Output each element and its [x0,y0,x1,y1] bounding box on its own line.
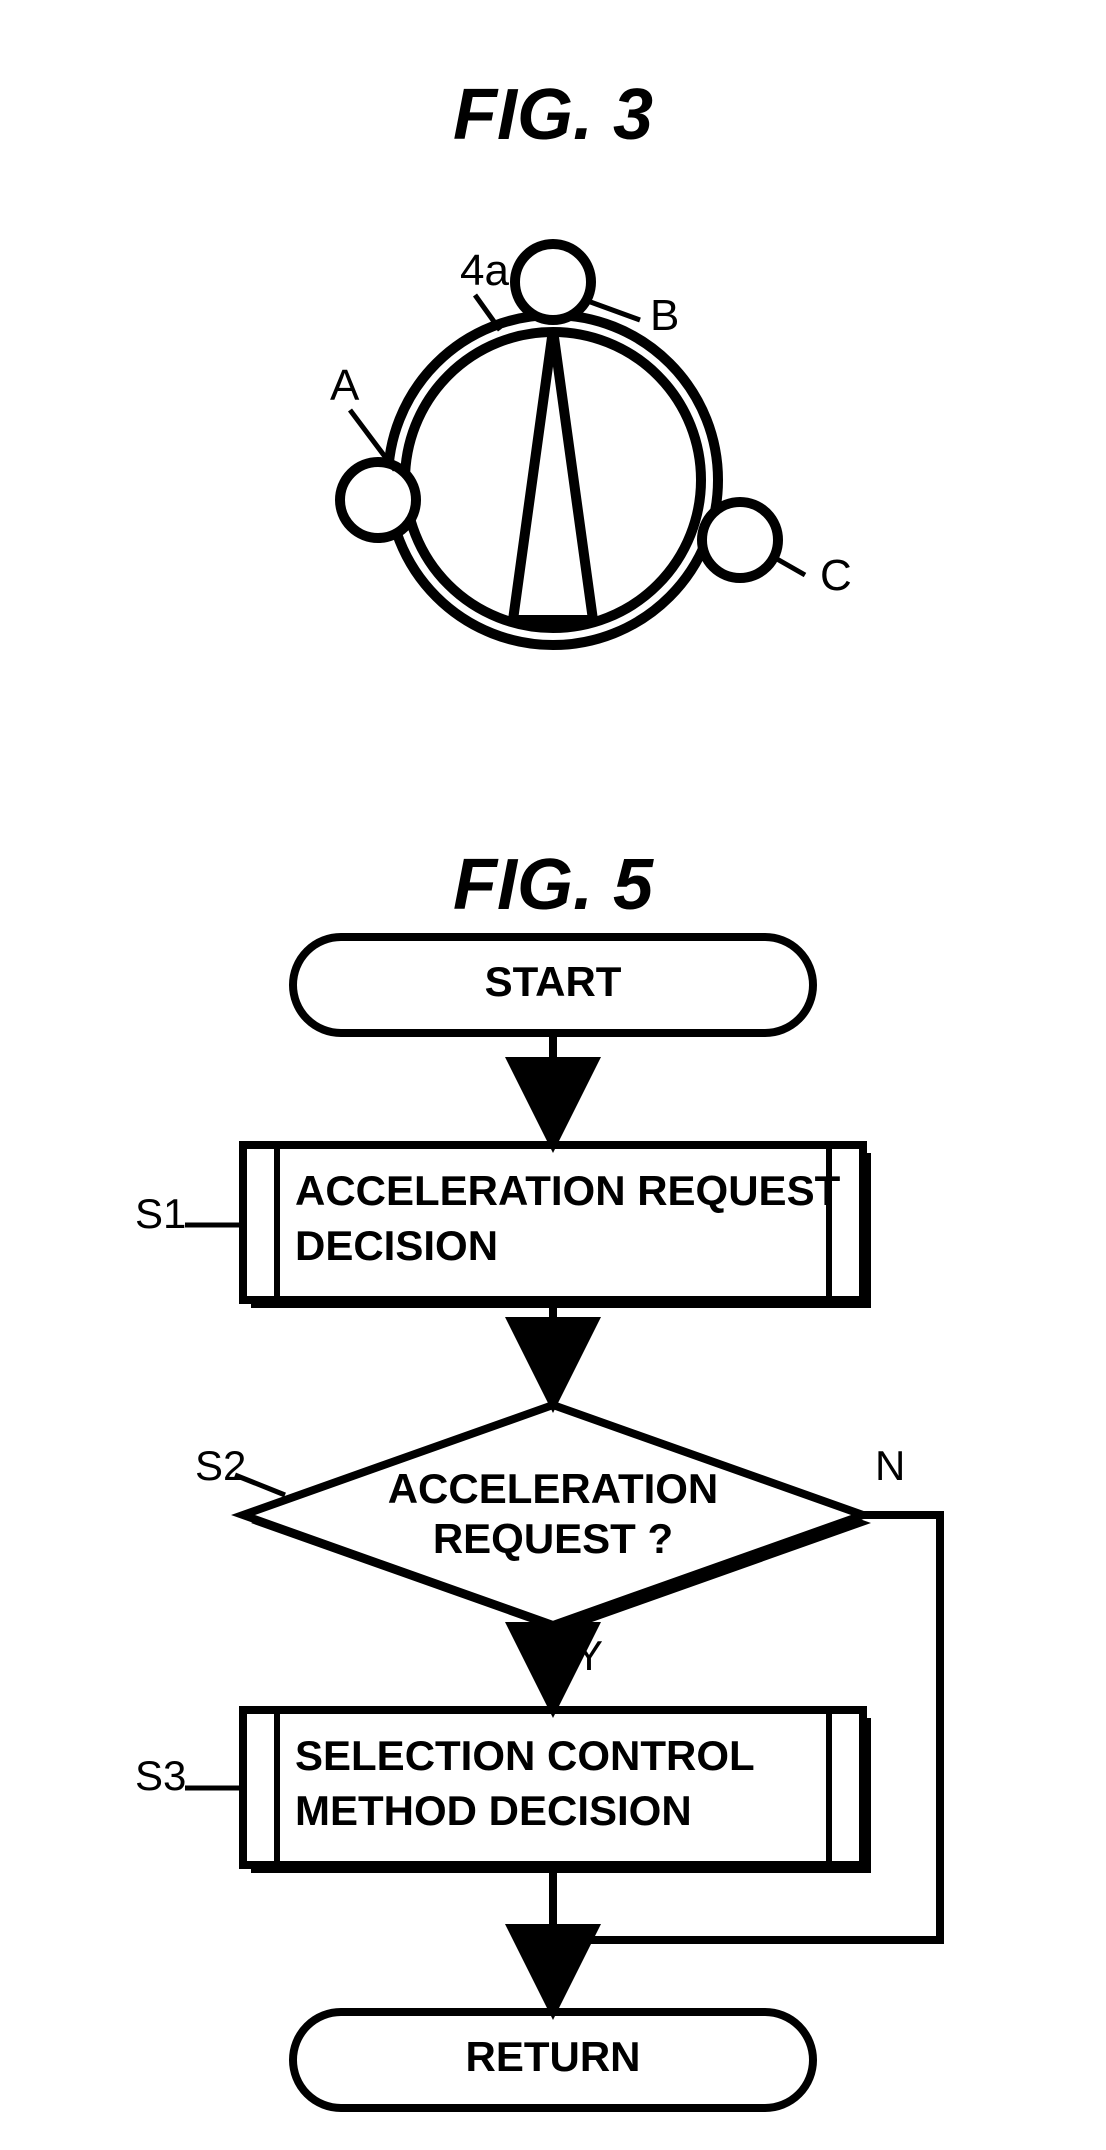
s1-tag: S1 [135,1190,186,1237]
fig3-dial: A B C 4a [330,244,852,645]
s3-text-1: SELECTION CONTROL [295,1732,755,1779]
s2-text-1: ACCELERATION [388,1465,719,1512]
fig5-s1: ACCELERATION REQUEST DECISION [243,1145,871,1308]
s2-yes-label: Y [575,1632,603,1679]
fig5-start: START [293,937,813,1033]
s2-text-2: REQUEST ? [433,1515,673,1562]
s3-text-2: METHOD DECISION [295,1787,692,1834]
fig5-title: FIG. 5 [453,845,654,925]
s1-text-1: ACCELERATION REQUEST [295,1167,841,1214]
fig5-s3: SELECTION CONTROL METHOD DECISION [243,1710,871,1873]
start-label: START [485,958,622,1005]
fig3-title: FIG. 3 [453,75,653,155]
return-label: RETURN [466,2033,641,2080]
fig3-label-b: B [650,291,679,340]
s2-no-label: N [875,1442,905,1489]
fig3-label-4a: 4a [460,246,509,295]
fig5-s2: ACCELERATION REQUEST ? [243,1405,871,1633]
fig3-label-c: C [820,551,852,600]
s1-text-2: DECISION [295,1222,498,1269]
diagram-canvas: FIG. 3 A B C 4a FIG. 5 START ACCELERATIO… [0,0,1106,2150]
fig5-return: RETURN [293,2012,813,2108]
fig3-label-a: A [330,361,360,410]
s3-tag: S3 [135,1752,186,1799]
s2-tag: S2 [195,1442,246,1489]
